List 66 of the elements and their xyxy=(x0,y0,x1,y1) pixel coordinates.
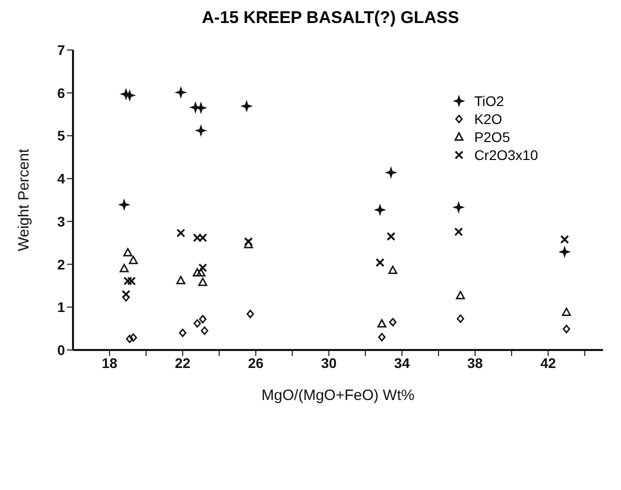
point xyxy=(386,232,396,241)
y-tick-label: 6 xyxy=(57,84,66,101)
x-tick-label: 38 xyxy=(467,354,484,371)
point xyxy=(127,276,136,286)
legend-label: TiO2 xyxy=(474,93,504,109)
point xyxy=(130,333,138,342)
point xyxy=(376,258,384,267)
point xyxy=(244,237,253,246)
point xyxy=(196,268,206,277)
point xyxy=(200,326,208,335)
point xyxy=(560,235,570,244)
point xyxy=(194,319,201,328)
point xyxy=(122,290,130,299)
point xyxy=(241,100,252,112)
point xyxy=(118,199,130,210)
point xyxy=(456,314,464,323)
y-tick-label: 1 xyxy=(57,299,66,316)
point xyxy=(377,319,386,328)
point xyxy=(178,328,186,338)
y-tick-label: 7 xyxy=(57,42,66,58)
x-tick-label: 22 xyxy=(174,354,191,371)
point xyxy=(246,310,254,318)
point xyxy=(454,227,464,236)
y-tick-label: 3 xyxy=(57,213,66,230)
point xyxy=(126,334,134,344)
point xyxy=(120,264,129,272)
point xyxy=(122,293,130,302)
y-tick-label: 2 xyxy=(57,256,66,272)
legend-label: P2O5 xyxy=(474,129,510,145)
point xyxy=(453,202,464,213)
legend-label: Cr2O3x10 xyxy=(474,147,538,163)
x-tick-label: 30 xyxy=(321,354,337,371)
chart-title: A-15 KREEP BASALT(?) GLASS xyxy=(200,8,460,29)
point xyxy=(378,332,386,342)
legend-label: K2O xyxy=(474,111,502,127)
point xyxy=(456,290,465,300)
point xyxy=(123,248,132,256)
x-tick-label: 42 xyxy=(540,354,556,371)
point xyxy=(192,268,202,277)
point xyxy=(386,167,396,178)
point xyxy=(175,87,186,98)
point xyxy=(389,318,397,326)
point xyxy=(198,278,208,286)
point xyxy=(374,204,386,216)
y-tick-label: 0 xyxy=(57,342,66,358)
point xyxy=(124,90,136,101)
point xyxy=(562,308,571,316)
point xyxy=(128,256,138,264)
x-tick-label: 34 xyxy=(394,354,410,371)
x-axis-title: MgO/(MgO+FeO) Wt% xyxy=(262,387,414,404)
x-tick-label: 26 xyxy=(248,354,264,371)
point xyxy=(199,314,206,324)
point xyxy=(123,276,132,286)
point xyxy=(196,125,206,136)
y-axis-title: Weight Percent xyxy=(15,148,32,252)
y-tick-label: 5 xyxy=(57,128,66,144)
x-tick-label: 18 xyxy=(102,354,118,371)
point xyxy=(176,228,186,238)
point xyxy=(244,240,253,248)
y-tick-label: 4 xyxy=(57,170,66,187)
point xyxy=(198,263,208,272)
point xyxy=(562,324,570,334)
point xyxy=(388,266,398,274)
point xyxy=(176,276,186,284)
point xyxy=(559,246,570,258)
point xyxy=(196,102,206,114)
